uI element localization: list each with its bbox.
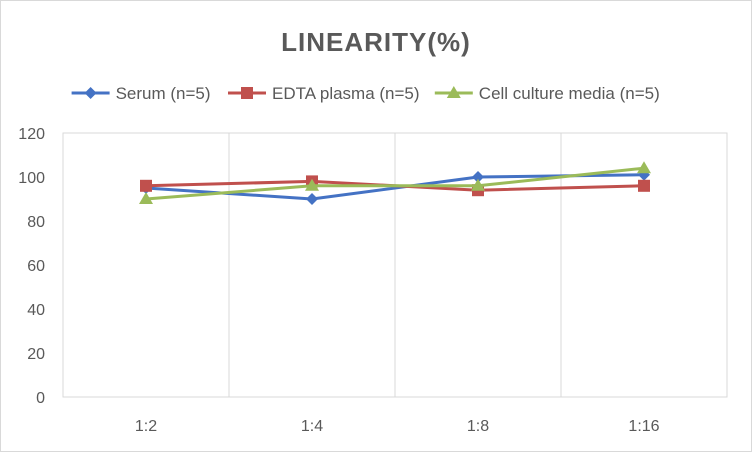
y-tick-label: 0 — [36, 390, 45, 407]
axes: 0 20 40 60 80 100 120 1:2 1:4 1:8 1:16 — [18, 126, 659, 435]
legend-label: EDTA plasma (n=5) — [272, 84, 420, 103]
y-tick-label: 100 — [18, 170, 45, 187]
chart-title: LINEARITY(%) — [281, 27, 471, 57]
data-point — [306, 193, 318, 205]
data-point — [471, 178, 485, 191]
y-tick-label: 20 — [27, 346, 45, 363]
x-tick-label: 1:8 — [467, 418, 489, 435]
series-line — [145, 166, 645, 201]
data-point — [140, 179, 152, 192]
data-point — [637, 161, 651, 174]
legend-marker — [446, 86, 461, 98]
x-tick-label: 1:16 — [628, 418, 659, 435]
plot-grid — [62, 132, 728, 398]
data-point — [139, 192, 153, 204]
y-tick-label: 60 — [27, 258, 45, 275]
y-tick-label: 120 — [18, 126, 45, 143]
data-point — [305, 178, 319, 191]
y-tick-label: 40 — [27, 302, 45, 319]
legend: Serum (n=5) EDTA plasma (n=5) Cell culture… — [71, 84, 660, 103]
legend-marker — [84, 87, 97, 99]
data-point — [638, 179, 650, 192]
x-tick-label: 1:2 — [135, 418, 157, 435]
legend-label: Cell culture media (n=5) — [479, 84, 660, 103]
series-group — [139, 161, 651, 205]
data-point — [472, 171, 484, 183]
legend-marker — [241, 87, 253, 99]
x-tick-label: 1:4 — [301, 418, 323, 435]
y-tick-label: 80 — [27, 214, 45, 231]
legend-label: Serum (n=5) — [116, 84, 211, 103]
